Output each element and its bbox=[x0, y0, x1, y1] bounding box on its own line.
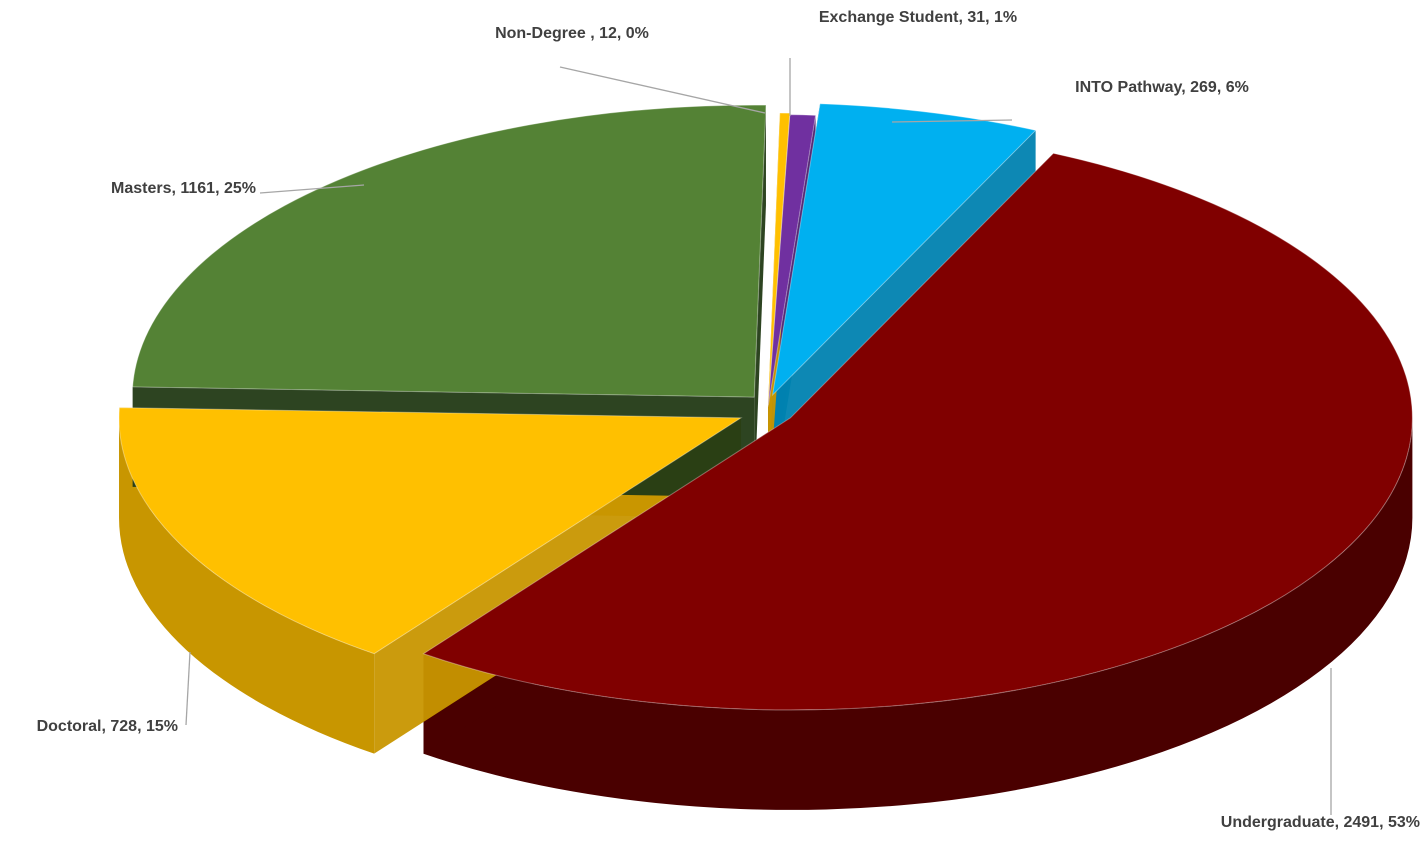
pie-face-masters-1 bbox=[754, 105, 766, 498]
pie-slice-undergraduate bbox=[422, 152, 1413, 711]
data-label-doctoral: Doctoral, 728, 15% bbox=[37, 718, 178, 735]
data-label-non-degree: Non-Degree , 12, 0% bbox=[495, 25, 649, 42]
data-label-undergraduate: Undergraduate, 2491, 53% bbox=[1221, 814, 1420, 831]
pie-side-doctoral bbox=[119, 417, 375, 754]
label-leader-lines bbox=[185, 58, 1332, 815]
data-labels: Exchange Student, 31, 1% INTO Pathway, 26… bbox=[37, 9, 1420, 831]
data-label-masters: Masters, 1161, 25% bbox=[111, 180, 256, 197]
pie-slices bbox=[118, 103, 1413, 711]
leader-line-masters bbox=[259, 184, 365, 194]
data-label-into-pathway: INTO Pathway, 269, 6% bbox=[1075, 79, 1249, 96]
data-label-exchange-student: Exchange Student, 31, 1% bbox=[819, 9, 1017, 26]
pie-slice-into-pathway bbox=[771, 103, 1037, 397]
leader-line-non-degree bbox=[559, 66, 766, 114]
leader-line-into-pathway bbox=[891, 119, 1013, 123]
pie-side-undergraduate bbox=[423, 417, 1413, 810]
leader-line-doctoral bbox=[185, 651, 191, 726]
pie-slice-doctoral bbox=[118, 407, 743, 655]
pie-slice-masters bbox=[132, 104, 767, 398]
